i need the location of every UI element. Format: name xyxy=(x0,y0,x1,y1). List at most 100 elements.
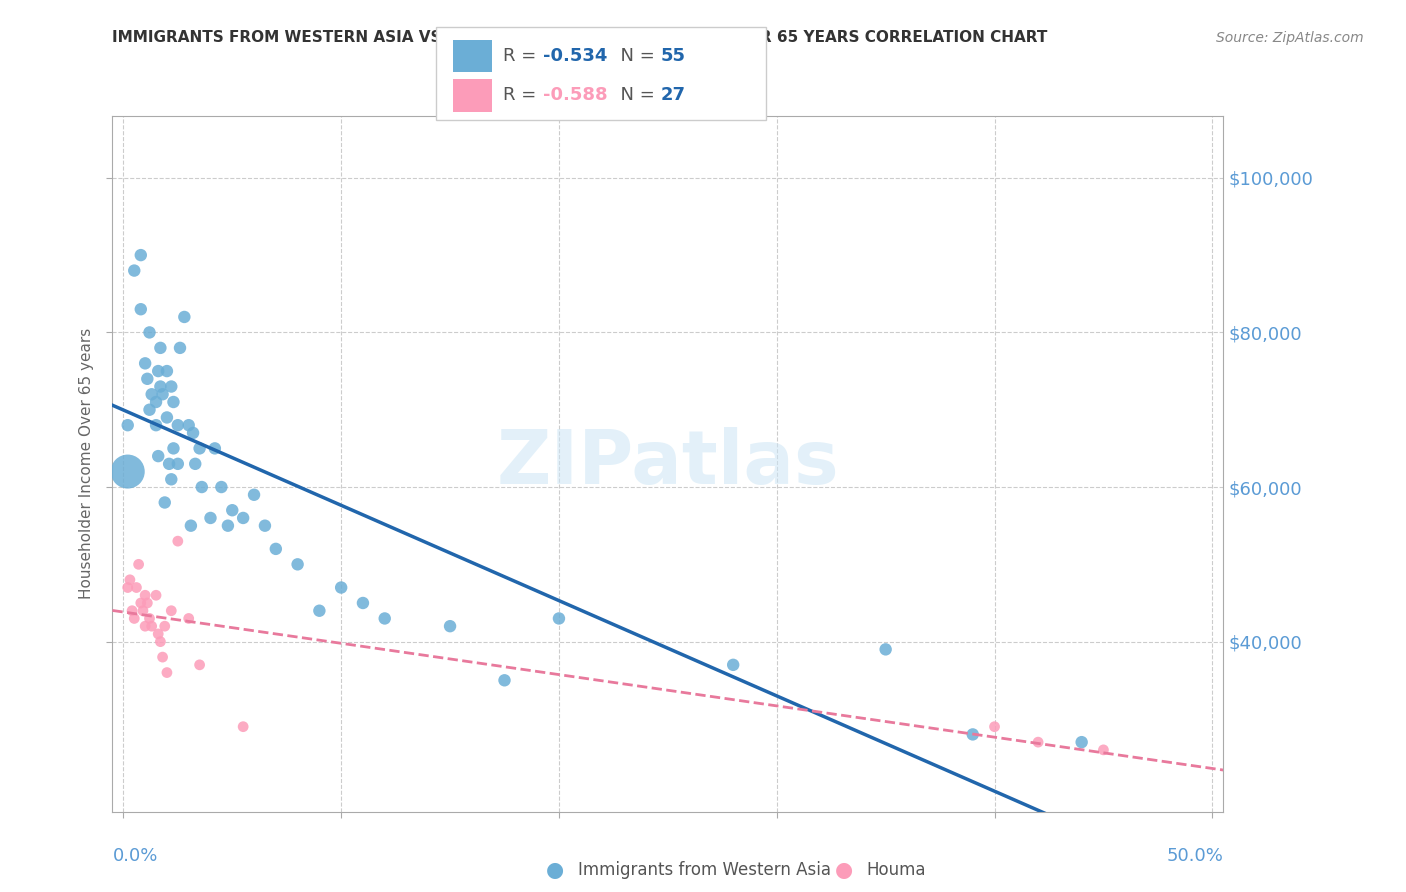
Point xyxy=(352,596,374,610)
Point xyxy=(221,503,243,517)
Point xyxy=(117,465,139,479)
Point xyxy=(962,727,984,741)
Point xyxy=(152,650,174,665)
Point xyxy=(141,387,163,401)
Text: N =: N = xyxy=(609,47,661,65)
Point xyxy=(132,604,155,618)
Point xyxy=(141,619,163,633)
Point xyxy=(157,457,180,471)
Text: 50.0%: 50.0% xyxy=(1167,847,1223,865)
Text: -0.534: -0.534 xyxy=(543,47,607,65)
Point xyxy=(136,372,159,386)
Point xyxy=(308,604,330,618)
Point xyxy=(145,395,167,409)
Point xyxy=(330,581,353,595)
Point xyxy=(153,495,176,509)
Point xyxy=(129,302,152,317)
Point xyxy=(188,442,211,456)
Point xyxy=(134,356,156,370)
Point xyxy=(149,379,172,393)
Text: -0.588: -0.588 xyxy=(543,87,607,104)
Point xyxy=(128,558,150,572)
Point xyxy=(1092,743,1115,757)
Text: Source: ZipAtlas.com: Source: ZipAtlas.com xyxy=(1216,30,1364,45)
Point xyxy=(494,673,516,688)
Point xyxy=(121,604,143,618)
Point xyxy=(153,619,176,633)
Text: 0.0%: 0.0% xyxy=(112,847,157,865)
Point xyxy=(217,518,239,533)
Text: IMMIGRANTS FROM WESTERN ASIA VS HOUMA HOUSEHOLDER INCOME OVER 65 YEARS CORRELATI: IMMIGRANTS FROM WESTERN ASIA VS HOUMA HO… xyxy=(112,29,1047,45)
Point xyxy=(177,418,200,433)
Text: 27: 27 xyxy=(661,87,686,104)
Text: N =: N = xyxy=(609,87,661,104)
Point xyxy=(152,387,174,401)
Point xyxy=(173,310,195,324)
Point xyxy=(134,588,156,602)
Text: Immigrants from Western Asia: Immigrants from Western Asia xyxy=(578,861,831,879)
Point xyxy=(169,341,191,355)
Point xyxy=(264,541,287,556)
Point xyxy=(191,480,214,494)
Point xyxy=(162,442,184,456)
Point xyxy=(243,488,266,502)
Point xyxy=(148,449,170,463)
Point xyxy=(125,581,148,595)
Point xyxy=(156,665,179,680)
Point xyxy=(983,720,1005,734)
Text: ZIPatlas: ZIPatlas xyxy=(496,427,839,500)
Point xyxy=(200,511,222,525)
Point xyxy=(117,418,139,433)
Point xyxy=(160,472,183,486)
Text: ●: ● xyxy=(835,860,852,880)
Point xyxy=(148,364,170,378)
Point xyxy=(180,518,202,533)
Point xyxy=(136,596,159,610)
Point xyxy=(117,581,139,595)
Text: ●: ● xyxy=(547,860,564,880)
Point xyxy=(548,611,571,625)
Point xyxy=(156,410,179,425)
Point xyxy=(232,720,254,734)
Point xyxy=(204,442,226,456)
Point xyxy=(232,511,254,525)
Text: R =: R = xyxy=(503,87,543,104)
Point xyxy=(118,573,141,587)
Point xyxy=(145,418,167,433)
Point xyxy=(134,619,156,633)
Point xyxy=(122,263,145,277)
Point xyxy=(253,518,276,533)
Point xyxy=(156,364,179,378)
Point xyxy=(149,341,172,355)
Point xyxy=(209,480,232,494)
Point xyxy=(148,627,170,641)
Point xyxy=(138,402,160,417)
Point xyxy=(160,379,183,393)
Point xyxy=(1070,735,1092,749)
Point xyxy=(188,657,211,672)
Point xyxy=(166,534,188,549)
Point xyxy=(181,425,204,440)
Point xyxy=(129,596,152,610)
Point xyxy=(439,619,461,633)
Point xyxy=(287,558,309,572)
Point xyxy=(122,611,145,625)
Point xyxy=(166,418,188,433)
Point xyxy=(138,326,160,340)
Point xyxy=(162,395,184,409)
Text: R =: R = xyxy=(503,47,543,65)
Point xyxy=(145,588,167,602)
Point xyxy=(138,611,160,625)
Point xyxy=(149,634,172,648)
Point xyxy=(177,611,200,625)
Text: Houma: Houma xyxy=(866,861,925,879)
Point xyxy=(1026,735,1049,749)
Y-axis label: Householder Income Over 65 years: Householder Income Over 65 years xyxy=(79,328,94,599)
Point xyxy=(184,457,207,471)
Point xyxy=(721,657,744,672)
Point xyxy=(166,457,188,471)
Point xyxy=(160,604,183,618)
Point xyxy=(875,642,897,657)
Text: 55: 55 xyxy=(661,47,686,65)
Point xyxy=(129,248,152,262)
